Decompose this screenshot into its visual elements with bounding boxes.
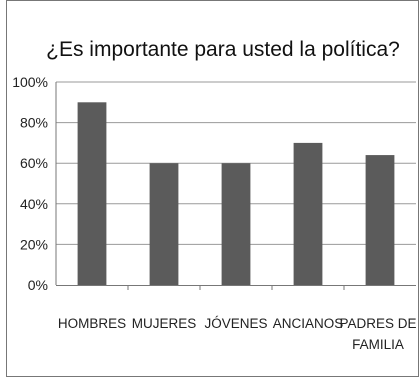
x-category-label: MUJERES (132, 316, 197, 331)
x-category-label: ANCIANOS (273, 316, 344, 331)
y-axis-tick-labels: 0% 20% 40% 60% 80% 100% (12, 74, 48, 293)
bar-jóvenes (221, 163, 251, 285)
y-tick-label: 100% (12, 74, 48, 90)
axes (55, 82, 416, 290)
y-tick-label: 0% (28, 277, 48, 293)
bar-ancianos (293, 142, 323, 285)
y-tick-label: 60% (20, 155, 48, 171)
chart-title: ¿Es importante para usted la política? (46, 38, 400, 61)
y-tick-label: 80% (20, 115, 48, 131)
bar-hombres (77, 102, 107, 285)
x-category-label: HOMBRES (58, 316, 126, 331)
x-category-label: JÓVENES (204, 316, 267, 331)
bar-padres-de-familia (365, 155, 395, 285)
y-tick-label: 40% (20, 196, 48, 212)
bar-mujeres (149, 163, 179, 285)
bars (77, 102, 395, 285)
x-category-label: PADRES DE FAMILIA (339, 316, 416, 352)
y-tick-label: 20% (20, 236, 48, 252)
